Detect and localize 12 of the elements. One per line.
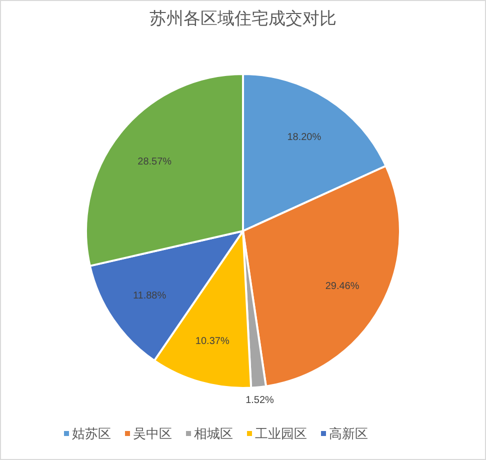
data-label: 18.20% [287, 132, 322, 143]
legend-label: 工业园区 [255, 426, 307, 441]
legend-label: 吴中区 [133, 426, 172, 441]
data-label: 10.37% [195, 336, 230, 347]
data-label: 29.46% [325, 281, 360, 292]
data-label: 28.57% [138, 156, 172, 168]
data-label: 11.88% [132, 290, 166, 302]
data-label: 1.52% [246, 395, 274, 406]
legend-label: 相城区 [194, 426, 233, 441]
chart-title: 苏州各区域住宅成交对比 [150, 9, 336, 28]
legend-label: 姑苏区 [72, 426, 111, 441]
legend-label: 高新区 [329, 426, 368, 441]
